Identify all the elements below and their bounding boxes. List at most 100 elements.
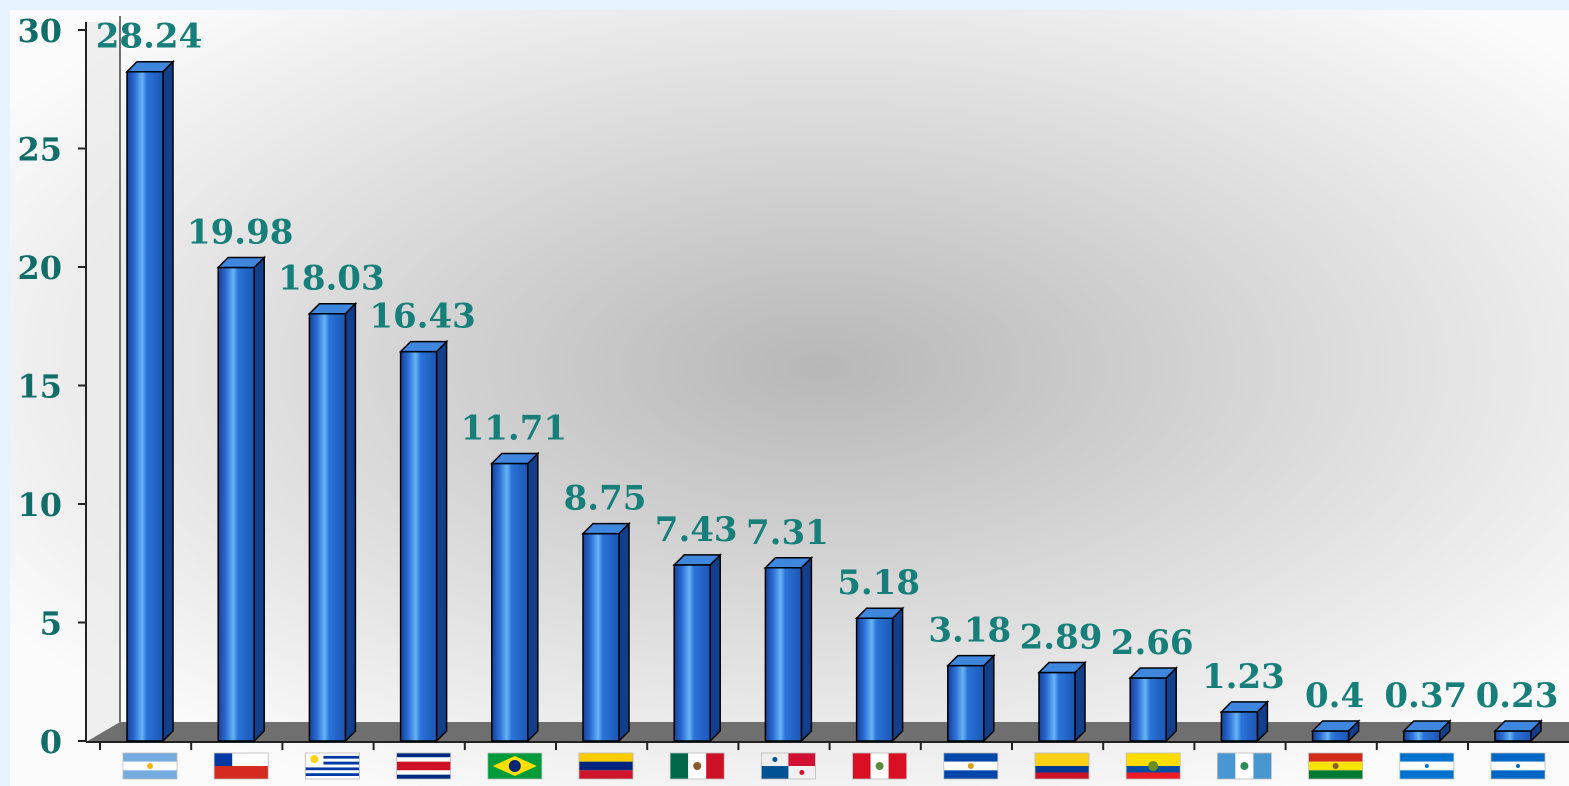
bar-front <box>764 567 803 742</box>
bar-top <box>581 522 631 535</box>
data-label: 16.43 <box>369 297 475 337</box>
bar <box>1037 660 1087 743</box>
y-tick-label: 10 <box>17 486 62 524</box>
bar-top <box>489 452 540 465</box>
bar-top <box>125 60 175 73</box>
data-label: 28.24 <box>96 17 202 57</box>
bar-front <box>582 532 620 742</box>
y-axis: 0 5 10 15 20 25 30 <box>17 12 1569 761</box>
bar <box>489 451 540 743</box>
bar-top <box>945 654 996 667</box>
bar <box>581 521 631 743</box>
bar-side <box>1074 660 1086 743</box>
y-tick-label: 20 <box>17 249 62 287</box>
bar <box>1310 719 1361 743</box>
floor <box>86 722 1569 742</box>
country-flag-icon <box>396 752 452 780</box>
bar-front <box>1311 730 1350 742</box>
data-label: 0.4 <box>1305 676 1364 716</box>
y-tick-label: 0 <box>40 723 62 761</box>
bar-top <box>216 256 267 269</box>
bar-front <box>1494 730 1532 742</box>
bar-side <box>983 653 995 743</box>
flag-row <box>99 742 1546 780</box>
bar-front <box>947 664 985 742</box>
country-flag-icon <box>1034 752 1090 780</box>
country-flag-icon <box>669 752 725 780</box>
bar-front <box>855 617 894 742</box>
bar-front <box>217 266 255 742</box>
bar-top <box>1219 701 1270 713</box>
bar-top <box>307 302 358 315</box>
bar <box>1219 700 1270 743</box>
country-flag-icon <box>761 752 816 780</box>
data-label: 2.89 <box>1020 618 1103 658</box>
bar <box>672 553 723 743</box>
country-flag-icon <box>1399 752 1455 780</box>
bar-side <box>435 339 448 743</box>
bar-top <box>1128 667 1179 679</box>
data-label: 0.37 <box>1384 676 1467 716</box>
bar-side <box>1165 666 1177 743</box>
y-tick-label: 30 <box>17 12 62 50</box>
bar-front <box>673 564 711 742</box>
data-label: 0.23 <box>1476 676 1559 716</box>
bar-front <box>1038 671 1076 742</box>
bar <box>398 339 449 743</box>
bar-top <box>763 557 814 569</box>
bar-side <box>891 606 904 743</box>
country-flag-icon <box>852 752 907 780</box>
data-label: 18.03 <box>278 259 384 299</box>
bar-side <box>709 553 721 743</box>
bar-side <box>162 59 174 743</box>
bar <box>307 301 358 743</box>
bar-top <box>1493 720 1543 732</box>
bar-front <box>399 350 438 742</box>
bar-top <box>1401 720 1452 732</box>
bar-front <box>308 312 347 742</box>
y-tick-label: 5 <box>40 605 62 643</box>
bar-top <box>854 607 905 619</box>
bar <box>1128 666 1179 743</box>
country-flag-icon <box>943 752 999 780</box>
side-wall <box>86 22 120 742</box>
data-label: 7.43 <box>655 510 738 550</box>
bar-front <box>126 70 164 742</box>
y-tick-label: 15 <box>17 368 62 406</box>
bar-top <box>1310 720 1361 732</box>
bar <box>125 59 175 743</box>
bar <box>945 653 996 743</box>
bar-side <box>618 521 630 743</box>
bar-side <box>253 255 265 743</box>
data-label: 11.71 <box>461 408 567 448</box>
bar <box>1401 719 1452 743</box>
bar <box>854 606 905 743</box>
bar-side <box>527 451 539 743</box>
country-flag-icon <box>122 752 178 780</box>
bar-top <box>398 340 449 353</box>
bar-front <box>1129 677 1167 742</box>
data-label: 8.75 <box>564 479 647 519</box>
country-flag-icon <box>487 752 543 780</box>
country-flag-icon <box>1217 752 1272 780</box>
bar-top <box>1037 661 1087 674</box>
country-flag-icon <box>1490 752 1546 780</box>
bar <box>1493 719 1543 743</box>
data-label: 19.98 <box>187 212 293 252</box>
bar-top <box>672 554 723 566</box>
bars <box>125 59 1543 743</box>
bar-front <box>1403 730 1441 742</box>
data-label: 1.23 <box>1202 657 1285 697</box>
country-flag-icon <box>1308 752 1363 780</box>
country-flag-icon <box>213 752 269 780</box>
data-label: 7.31 <box>746 513 829 553</box>
bar-side <box>344 301 357 743</box>
bar-front <box>491 462 529 742</box>
bar <box>763 555 814 743</box>
data-label: 5.18 <box>837 563 920 603</box>
bar-front <box>1220 711 1259 742</box>
country-flag-icon <box>578 752 634 780</box>
